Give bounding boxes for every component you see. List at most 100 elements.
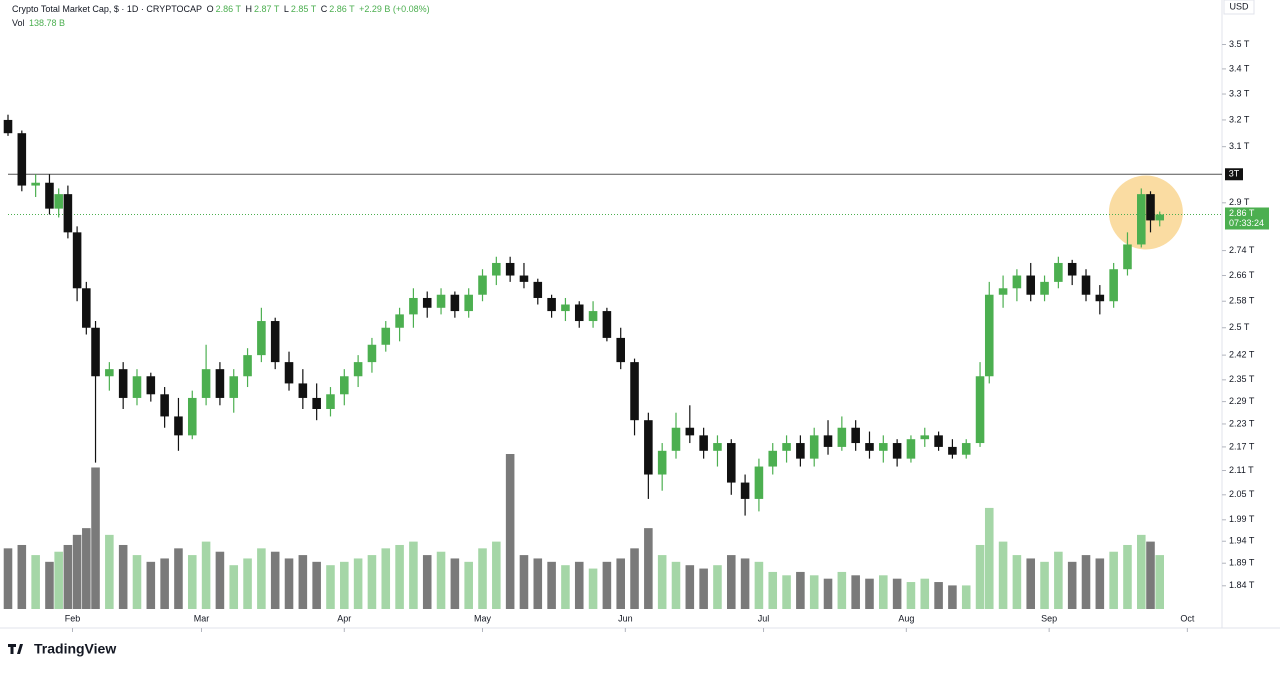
candle-body xyxy=(17,133,27,186)
candle-body xyxy=(879,443,888,451)
candle-body xyxy=(713,443,722,451)
currency-box[interactable] xyxy=(1223,0,1255,15)
volume-bar xyxy=(174,548,183,609)
candle-body xyxy=(984,294,994,377)
change: +2.29 B (+0.08%) xyxy=(359,4,430,14)
candle-body xyxy=(1155,214,1165,221)
volume-bar xyxy=(17,544,27,609)
volume-bar xyxy=(492,541,501,609)
y-tick-label: 3.4 T xyxy=(1229,63,1250,73)
volume-bar xyxy=(782,575,791,609)
last-price-box xyxy=(1225,207,1269,230)
candle-body xyxy=(146,376,156,395)
candle-body xyxy=(892,443,902,459)
volume-bar xyxy=(270,551,280,609)
x-tick-label: Jun xyxy=(618,613,633,623)
volume-bar xyxy=(602,561,612,609)
candle-body xyxy=(257,321,266,356)
candle-body xyxy=(809,435,819,459)
volume-bar xyxy=(409,541,418,609)
candle-body xyxy=(685,427,695,436)
candle-body xyxy=(644,420,653,475)
volume-bar xyxy=(934,582,943,609)
y-tick-label: 2.5 T xyxy=(1229,322,1250,332)
candle-body xyxy=(91,327,100,377)
low: 2.85 T xyxy=(290,4,317,14)
volume-bar xyxy=(146,561,156,609)
x-tick-label: Aug xyxy=(898,613,914,623)
volume-bar xyxy=(82,528,91,609)
volume-bar xyxy=(823,578,833,609)
y-tick-label: 1.89 T xyxy=(1229,558,1255,568)
volume-bar xyxy=(436,551,446,609)
volume-bar xyxy=(561,565,570,609)
candle-body xyxy=(754,466,764,499)
y-tick-label: 2.17 T xyxy=(1229,441,1255,451)
currency[interactable]: USD xyxy=(1229,1,1249,11)
volume-bar xyxy=(54,551,63,609)
candle-body xyxy=(920,435,930,440)
candle-body xyxy=(519,275,529,282)
volume-bar xyxy=(395,544,404,609)
y-tick-label: 3.3 T xyxy=(1229,88,1250,98)
candle-body xyxy=(533,281,543,298)
candle-body xyxy=(478,275,487,295)
candle-body xyxy=(561,304,570,312)
volume-bar xyxy=(851,575,860,609)
volume-bar xyxy=(160,558,169,609)
candle-body xyxy=(105,369,114,377)
volume-bar xyxy=(340,561,349,609)
volume-bar xyxy=(105,534,114,609)
candle-body xyxy=(312,397,321,409)
volume-bar xyxy=(984,507,994,609)
volume-bar xyxy=(31,555,40,609)
highlight-circle xyxy=(1108,175,1183,250)
candle-body xyxy=(948,446,957,455)
high-label: H xyxy=(245,4,252,14)
volume-bar xyxy=(616,558,625,609)
candle-body xyxy=(630,362,639,421)
volume-bar xyxy=(657,555,667,609)
volume-bar xyxy=(892,578,902,609)
candle-body xyxy=(547,297,556,312)
volume-bar xyxy=(353,558,363,609)
volume-bar xyxy=(132,555,142,609)
candle-body xyxy=(492,262,501,276)
candle-body xyxy=(243,355,252,377)
candle-body xyxy=(298,383,308,398)
candle-body xyxy=(726,443,736,483)
brand: TradingView xyxy=(34,641,116,657)
volume-bar xyxy=(45,561,54,609)
candle-body xyxy=(409,297,418,315)
candle-body xyxy=(422,297,432,308)
candle-body xyxy=(671,427,681,451)
volume-bar xyxy=(754,561,764,609)
legend-header: Crypto Total Market Cap, $ · 1D · CRYPTO… xyxy=(12,2,432,30)
volume-bar xyxy=(1137,534,1146,609)
y-tick-label: 2.11 T xyxy=(1229,465,1254,475)
volume-bar xyxy=(740,558,750,609)
candle-body xyxy=(602,311,612,338)
candle-body xyxy=(740,482,750,499)
open-label: O xyxy=(206,4,214,14)
volume-bar xyxy=(505,454,515,609)
volume-bar xyxy=(1155,555,1165,609)
volume-bar xyxy=(381,548,391,609)
y-tick-label: 2.74 T xyxy=(1229,245,1255,255)
volume-bar xyxy=(699,568,708,609)
volume-bar xyxy=(519,555,529,609)
x-tick-label: Jul xyxy=(758,613,770,623)
volume-bar xyxy=(644,528,653,609)
x-tick-label: Apr xyxy=(337,613,351,623)
volume-bar xyxy=(961,585,971,609)
candle-body xyxy=(381,327,391,345)
y-tick-label: 2.35 T xyxy=(1229,374,1255,384)
candle-body xyxy=(796,443,805,459)
volume-bar xyxy=(685,565,695,609)
candle-body xyxy=(851,427,860,444)
candle-body xyxy=(82,288,91,328)
candle-body xyxy=(229,376,239,398)
volume-bar xyxy=(1067,561,1077,609)
y-tick-label: 1.84 T xyxy=(1229,580,1255,590)
